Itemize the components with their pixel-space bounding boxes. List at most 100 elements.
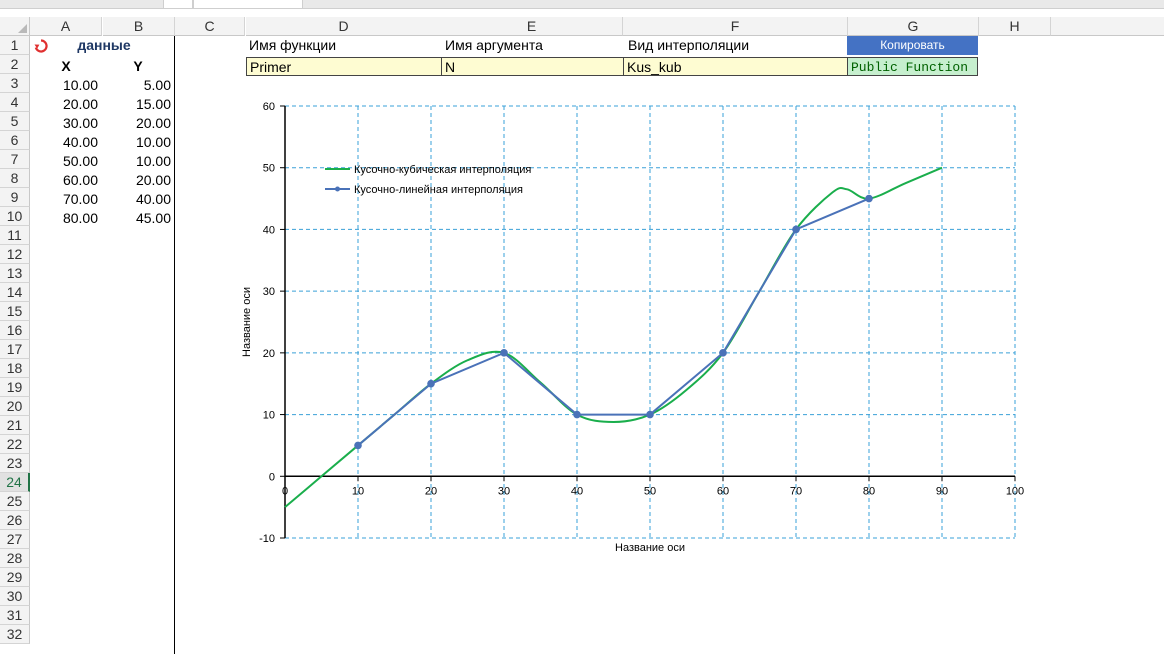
x-value-cell[interactable]: 40.00 — [62, 134, 98, 150]
row-header[interactable]: 25 — [0, 492, 30, 511]
column-header-a[interactable]: A — [30, 17, 102, 36]
row-header[interactable]: 29 — [0, 568, 30, 587]
y-tick-label: 60 — [263, 101, 275, 113]
column-header-f[interactable]: F — [623, 17, 848, 36]
row-header[interactable]: 4 — [0, 93, 30, 112]
row-header[interactable]: 3 — [0, 74, 30, 93]
series-linear-point[interactable] — [500, 349, 508, 357]
series-linear-point[interactable] — [719, 349, 727, 357]
row-header[interactable]: 17 — [0, 340, 30, 359]
row-header[interactable]: 9 — [0, 188, 30, 207]
x-value-cell[interactable]: 10.00 — [62, 77, 98, 93]
y-value-cell[interactable]: 40.00 — [135, 191, 171, 207]
row-header[interactable]: 18 — [0, 359, 30, 378]
frozen-pane-divider — [174, 36, 175, 654]
x-tick-label: 20 — [425, 485, 437, 497]
y-value-cell[interactable]: 15.00 — [135, 96, 171, 112]
row-header[interactable]: 15 — [0, 302, 30, 321]
ribbon-strip — [0, 0, 1164, 9]
y-value-cell[interactable]: 5.00 — [143, 77, 171, 93]
interp-label: Вид интерполяции — [628, 37, 750, 53]
copy-button[interactable]: Копировать — [847, 36, 978, 55]
row-header[interactable]: 10 — [0, 207, 30, 226]
x-tick-label: 10 — [352, 485, 364, 497]
x-tick-label: 0 — [282, 485, 288, 497]
y-tick-label: 0 — [269, 471, 275, 483]
y-tick-label: 40 — [263, 224, 275, 236]
series-linear-point[interactable] — [573, 410, 581, 419]
series-cubic-line[interactable] — [284, 166, 943, 508]
row-header[interactable]: 12 — [0, 245, 30, 264]
x-value-cell[interactable]: 70.00 — [62, 191, 98, 207]
x-tick-label: 60 — [717, 485, 729, 497]
x-tick-label: 30 — [498, 485, 510, 497]
series-linear-point[interactable] — [354, 441, 362, 450]
interp-type-input[interactable]: Kus_kub — [623, 57, 848, 76]
x-tick-label: 100 — [1006, 485, 1024, 497]
row-header[interactable]: 30 — [0, 587, 30, 606]
y-value-cell[interactable]: 45.00 — [135, 210, 171, 226]
row-header[interactable]: 31 — [0, 606, 30, 625]
series-linear-point[interactable] — [646, 410, 654, 419]
sheet-tab-edge — [193, 0, 303, 8]
column-header-b[interactable]: B — [103, 17, 175, 36]
y-value-cell[interactable]: 10.00 — [135, 134, 171, 150]
func-name-label: Имя функции — [249, 37, 337, 53]
series-linear-point[interactable] — [792, 225, 800, 234]
y-value-cell[interactable]: 20.00 — [135, 115, 171, 131]
x-value-cell[interactable]: 50.00 — [62, 153, 98, 169]
row-header[interactable]: 24 — [0, 473, 30, 492]
x-tick-label: 40 — [571, 485, 583, 497]
row-header[interactable]: 19 — [0, 378, 30, 397]
row-header[interactable]: 2 — [0, 55, 30, 74]
arg-name-label: Имя аргумента — [445, 37, 543, 53]
row-header[interactable]: 14 — [0, 283, 30, 302]
x-value-cell[interactable]: 20.00 — [62, 96, 98, 112]
y-tick-label: -10 — [259, 533, 275, 545]
column-header-h[interactable]: H — [979, 17, 1051, 36]
select-all-corner[interactable] — [0, 17, 30, 36]
x-tick-label: 50 — [644, 485, 656, 497]
data-header: данные — [77, 37, 131, 53]
row-header[interactable]: 1 — [0, 36, 30, 55]
x-value-cell[interactable]: 30.00 — [62, 115, 98, 131]
y-tick-label: 30 — [263, 286, 275, 298]
row-header[interactable]: 27 — [0, 530, 30, 549]
y-tick-label: 20 — [263, 348, 275, 360]
row-header[interactable]: 5 — [0, 112, 30, 131]
row-header[interactable]: 26 — [0, 511, 30, 530]
row-header[interactable]: 21 — [0, 416, 30, 435]
row-header[interactable]: 28 — [0, 549, 30, 568]
row-header[interactable]: 22 — [0, 435, 30, 454]
column-header-g[interactable]: G — [848, 17, 979, 36]
column-header-c[interactable]: C — [175, 17, 245, 36]
row-header[interactable]: 8 — [0, 169, 30, 188]
x-axis-title: Название оси — [615, 542, 685, 554]
row-header[interactable]: 13 — [0, 264, 30, 283]
x-value-cell[interactable]: 60.00 — [62, 172, 98, 188]
row-header[interactable]: 6 — [0, 131, 30, 150]
legend-label-cubic: Кусочно-кубическая интерполяция — [354, 164, 531, 176]
refresh-icon[interactable] — [34, 36, 50, 55]
public-function-cell[interactable]: Public Function — [847, 57, 978, 76]
x-tick-label: 70 — [790, 485, 802, 497]
x-value-cell[interactable]: 80.00 — [62, 210, 98, 226]
row-header[interactable]: 7 — [0, 150, 30, 169]
column-header-e[interactable]: E — [441, 17, 623, 36]
series-linear-point[interactable] — [427, 379, 435, 388]
series-linear-line[interactable] — [357, 197, 870, 447]
row-header[interactable]: 11 — [0, 226, 30, 245]
y-value-cell[interactable]: 10.00 — [135, 153, 171, 169]
row-header[interactable]: 32 — [0, 625, 30, 644]
legend-marker-linear — [335, 186, 340, 192]
y-axis-title: Название оси — [241, 287, 253, 357]
y-value-cell[interactable]: 20.00 — [135, 172, 171, 188]
row-header[interactable]: 23 — [0, 454, 30, 473]
row-header[interactable]: 20 — [0, 397, 30, 416]
series-linear-point[interactable] — [865, 194, 873, 203]
row-header[interactable]: 16 — [0, 321, 30, 340]
y-header: Y — [133, 58, 143, 74]
sheet-tab-edge — [163, 0, 193, 8]
x-tick-label: 80 — [863, 485, 875, 497]
